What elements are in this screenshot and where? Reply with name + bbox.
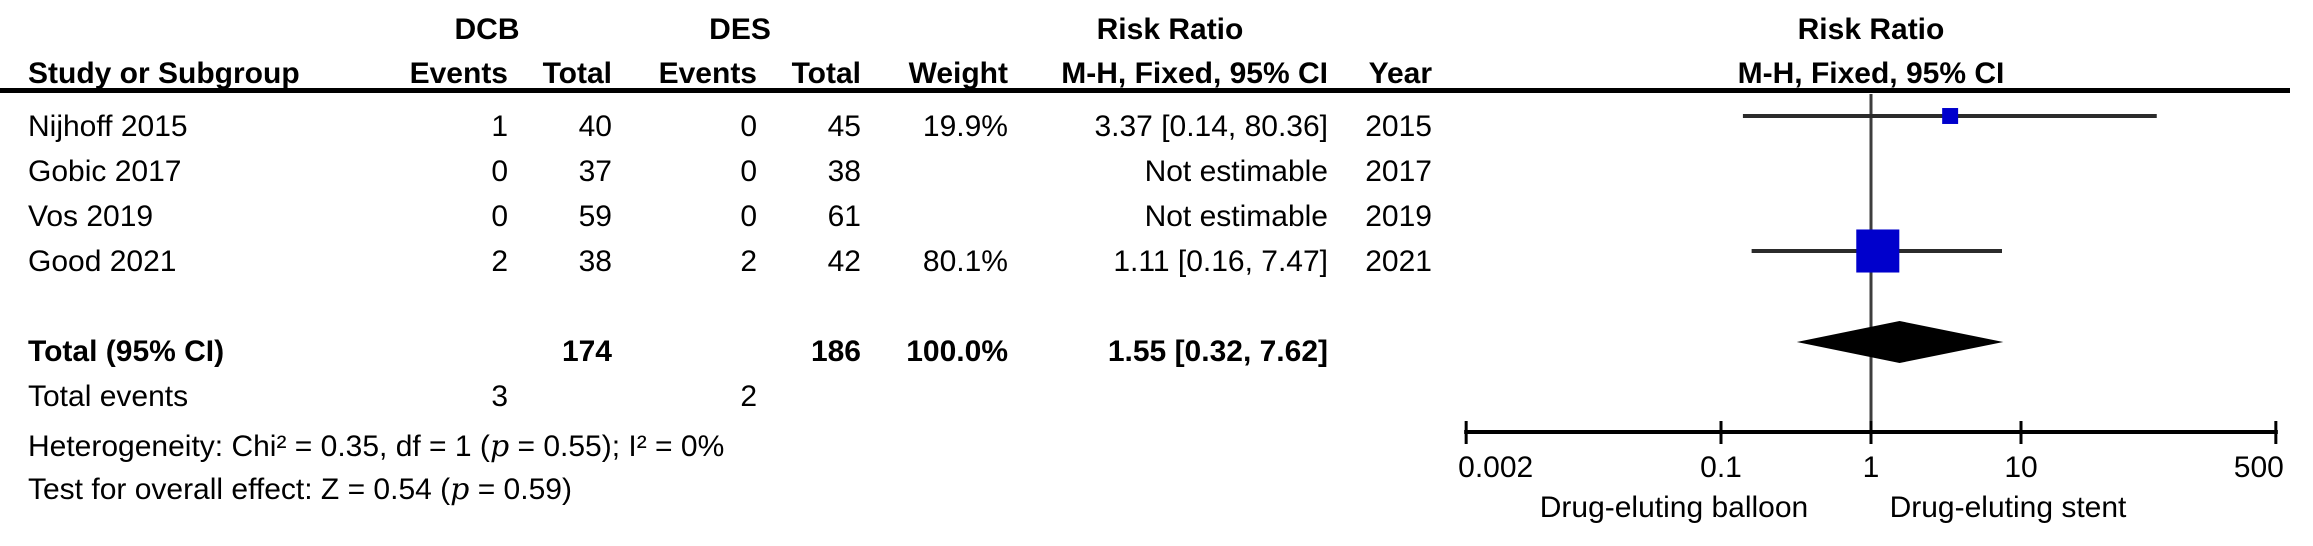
header-column-row: Study or Subgroup Events Total Events To…	[0, 56, 2313, 92]
p-symbol: p	[450, 472, 470, 507]
overall-effect-post: = 0.59)	[469, 473, 572, 506]
cell-year: 2017	[1365, 155, 1432, 188]
cell-des-total: 38	[827, 155, 861, 188]
cell-des-events: 0	[740, 200, 757, 233]
total-weight: 100.0%	[906, 335, 1008, 368]
risk-ratio-header: Risk Ratio	[1096, 13, 1244, 46]
heterogeneity-text: Heterogeneity: Chi² = 0.35, df = 1 (p = …	[28, 429, 1028, 465]
cell-ci: Not estimable	[1144, 200, 1328, 233]
total-events-des: 2	[740, 380, 757, 413]
total-label: Total (95% CI)	[28, 335, 225, 368]
cell-dcb-events: 2	[491, 245, 508, 278]
cell-des-events: 0	[740, 110, 757, 143]
cell-des-total: 45	[827, 110, 861, 143]
total-events-label: Total events	[28, 380, 189, 413]
total-row: Total (95% CI) 174 186 100.0% 1.55 [0.32…	[0, 334, 2313, 370]
cell-weight: 19.9%	[922, 110, 1008, 143]
effect-square	[1856, 229, 1900, 273]
cell-des-total: 61	[827, 200, 861, 233]
cell-study: Nijhoff 2015	[28, 110, 188, 143]
cell-study: Vos 2019	[28, 200, 154, 233]
col-header-ci: M-H, Fixed, 95% CI	[1061, 57, 1328, 90]
table-row: Gobic 2017 0 37 0 38 Not estimable 2017	[0, 154, 2313, 190]
col-header-des-total: Total	[791, 57, 861, 90]
col-header-year: Year	[1368, 57, 1432, 90]
axis-tick-label: 1	[1863, 451, 1880, 484]
cell-dcb-total: 38	[578, 245, 612, 278]
axis-tick-label: 500	[2234, 451, 2284, 484]
col-header-des-events: Events	[658, 57, 757, 90]
plot-subtitle: M-H, Fixed, 95% CI	[1737, 57, 2005, 90]
cell-des-total: 42	[827, 245, 861, 278]
col-header-dcb-total: Total	[542, 57, 612, 90]
pooled-diamond	[1796, 321, 2004, 363]
col-header-dcb-events: Events	[409, 57, 508, 90]
axis-tick-label: 0.002	[1458, 451, 1533, 484]
cell-weight: 80.1%	[922, 245, 1008, 278]
table-row: Vos 2019 0 59 0 61 Not estimable 2019	[0, 199, 2313, 235]
col-header-weight: Weight	[908, 57, 1008, 90]
cell-year: 2015	[1365, 110, 1432, 143]
overall-effect-pre: Test for overall effect: Z = 0.54 (	[28, 473, 451, 506]
total-events-dcb: 3	[491, 380, 508, 413]
heterogeneity-pre: Heterogeneity: Chi² = 0.35, df = 1 (	[28, 430, 490, 463]
overall-effect-text: Test for overall effect: Z = 0.54 (p = 0…	[28, 472, 1028, 508]
p-symbol: p	[489, 429, 510, 464]
cell-ci: Not estimable	[1144, 155, 1328, 188]
cell-dcb-events: 0	[491, 200, 508, 233]
overall-effect-row: Test for overall effect: Z = 0.54 (p = 0…	[0, 472, 2313, 508]
cell-dcb-total: 40	[578, 110, 612, 143]
axis-tick-label: 10	[2004, 451, 2037, 484]
cell-des-events: 0	[740, 155, 757, 188]
total-dcb-total: 174	[561, 335, 612, 368]
header-underline	[0, 88, 2290, 93]
cell-dcb-total: 59	[578, 200, 612, 233]
group-header-dcb: DCB	[454, 13, 520, 46]
cell-year: 2019	[1365, 200, 1432, 233]
table-row: Good 2021 2 38 2 42 80.1% 1.11 [0.16, 7.…	[0, 244, 2313, 280]
group-header-des: DES	[709, 13, 771, 46]
cell-study: Gobic 2017	[28, 155, 182, 188]
total-events-row: Total events 3 2	[0, 379, 2313, 415]
heterogeneity-post: = 0.55); I² = 0%	[509, 430, 725, 463]
effect-square	[1942, 108, 1959, 124]
cell-des-events: 2	[740, 245, 757, 278]
cell-dcb-total: 37	[578, 155, 612, 188]
heterogeneity-row: Heterogeneity: Chi² = 0.35, df = 1 (p = …	[0, 429, 2313, 465]
table-row: Nijhoff 2015 1 40 0 45 19.9% 3.37 [0.14,…	[0, 109, 2313, 145]
cell-ci: 1.11 [0.16, 7.47]	[1113, 245, 1328, 278]
cell-dcb-events: 0	[491, 155, 508, 188]
header-group-row: DCB DES Risk Ratio Risk Ratio	[0, 12, 2313, 48]
cell-study: Good 2021	[28, 245, 177, 278]
total-des-total: 186	[810, 335, 861, 368]
cell-dcb-events: 1	[491, 110, 508, 143]
cell-ci: 3.37 [0.14, 80.36]	[1094, 110, 1328, 143]
axis-label-left: Drug-eluting balloon	[1540, 491, 1809, 524]
axis-label-right: Drug-eluting stent	[1890, 491, 2127, 524]
total-ci: 1.55 [0.32, 7.62]	[1107, 335, 1328, 368]
axis-tick-label: 0.1	[1700, 451, 1742, 484]
col-header-study: Study or Subgroup	[28, 57, 300, 90]
plot-title: Risk Ratio	[1797, 13, 1945, 46]
cell-year: 2021	[1365, 245, 1432, 278]
